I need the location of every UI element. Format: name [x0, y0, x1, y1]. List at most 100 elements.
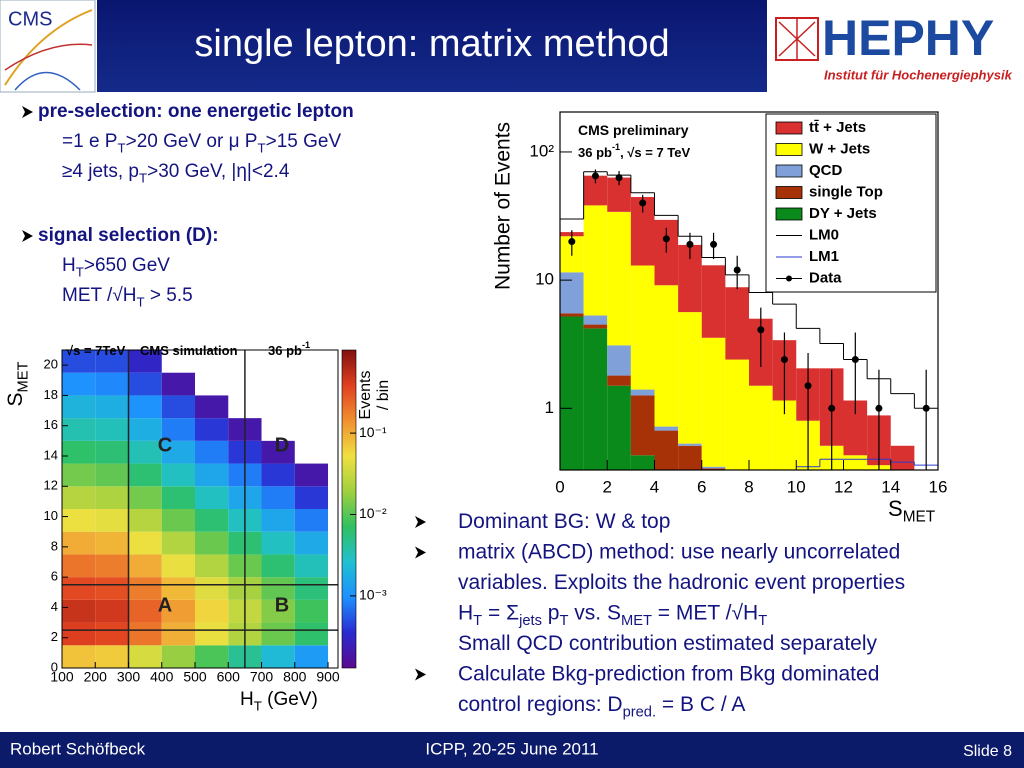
logo-arc — [4, 9, 93, 86]
text-part: variables. Exploits the hadronic event p… — [458, 571, 905, 594]
heat-cell — [128, 418, 162, 441]
hist-segment — [654, 426, 679, 431]
hist-segment — [583, 324, 608, 329]
text-part: T — [559, 613, 568, 629]
heat-cell — [95, 418, 129, 441]
bullet-line: Calculate Bkg-prediction from Bkg domina… — [458, 662, 879, 685]
legend-label: W + Jets — [809, 140, 870, 157]
heat-cell — [95, 577, 129, 600]
hist-segment — [630, 265, 655, 390]
hist-segment — [583, 205, 608, 316]
bullet-arrow — [415, 668, 426, 681]
heat-cell — [195, 509, 229, 532]
text-part: H — [458, 601, 473, 624]
text-part: , √s = 7 TeV — [620, 145, 690, 160]
hist-segment — [630, 395, 655, 456]
heat-cell — [195, 463, 229, 487]
y-tick-label: 10 — [535, 270, 554, 289]
heat-cell — [62, 440, 96, 464]
logo-text: CMS — [8, 8, 52, 30]
legend-swatch — [775, 121, 803, 135]
y-tick-label: 18 — [44, 387, 58, 402]
hist-segment — [701, 337, 726, 467]
data-point — [639, 199, 647, 207]
heat-cell — [261, 531, 295, 555]
heat-cell — [95, 531, 129, 555]
heat-cell — [62, 509, 96, 532]
y-tick-label: 6 — [51, 569, 58, 584]
x-tick-label: 6 — [697, 477, 706, 496]
data-point — [757, 326, 765, 334]
title-bar — [97, 0, 767, 92]
bullet-line: HT = Σjets pT vs. SMET = MET /√HT — [458, 601, 767, 629]
bullet-line: MET /√HT > 5.5 — [62, 285, 193, 309]
text-part: Calculate Bkg-prediction from Bkg domina… — [458, 662, 879, 685]
hist-segment — [630, 197, 655, 266]
heat-cell — [161, 440, 196, 464]
y-tick-label: 4 — [51, 599, 58, 614]
heat-cell — [261, 645, 295, 668]
x-tick-label: 400 — [150, 669, 174, 685]
region-label: A — [158, 594, 172, 616]
text-part: T — [136, 294, 144, 309]
text-part: > 5.5 — [145, 285, 193, 306]
heat-cell — [261, 599, 295, 623]
heat-cell — [161, 599, 196, 623]
y-tick-label: 14 — [44, 447, 58, 462]
text-part: >15 GeV — [266, 131, 342, 152]
heat-cell — [62, 395, 96, 419]
hephy-icon — [775, 17, 819, 61]
x-tick-label: 8 — [744, 477, 753, 496]
text-part: ≥4 jets, p — [62, 161, 139, 182]
bullet-line: Dominant BG: W & top — [458, 510, 670, 533]
heat-cell — [62, 486, 96, 509]
y-tick-label: 10² — [529, 141, 554, 160]
legend-label: LM1 — [809, 248, 839, 265]
logo-arc — [14, 71, 81, 91]
heat-cell — [261, 622, 295, 646]
x-tick-label: 500 — [183, 669, 207, 685]
text-part: 36 pb — [268, 343, 302, 358]
text-part: = Σ — [482, 601, 519, 624]
heat-cell — [195, 418, 229, 441]
heat-cell — [195, 599, 229, 623]
heat-cell — [195, 395, 229, 419]
heat-cell — [261, 440, 295, 464]
y-tick-label: 2 — [51, 629, 58, 644]
colorbar-tick-label: 10⁻³ — [359, 587, 387, 603]
hist-segment — [890, 445, 915, 470]
hist-segment — [654, 285, 679, 427]
hist-segment — [678, 443, 702, 446]
heat-cell — [161, 463, 196, 487]
data-point — [591, 172, 599, 180]
annotation: CMS preliminary — [578, 122, 689, 138]
heat-cell — [195, 645, 229, 668]
hist-segment — [607, 385, 631, 470]
bullet-line: =1 e PT>20 GeV or μ PT>15 GeV — [62, 131, 341, 155]
text-part: T — [257, 140, 265, 155]
data-point — [922, 404, 930, 412]
text-part: pred. — [623, 704, 656, 720]
text-part: vs. S — [568, 601, 621, 624]
legend-swatch — [775, 164, 803, 178]
legend-swatch — [775, 186, 803, 199]
logo-subtext: Institut für Hochenergiephysik — [824, 67, 1013, 82]
x-tick-label: 16 — [929, 477, 948, 496]
text-part: CMS preliminary — [578, 122, 689, 138]
x-tick-label: 10 — [787, 477, 806, 496]
heat-cell — [62, 645, 96, 668]
data-point — [851, 356, 859, 364]
heat-cell — [161, 577, 196, 600]
text-part: matrix (ABCD) method: use nearly uncorre… — [458, 540, 900, 563]
data-point — [568, 238, 576, 246]
footer-author: Robert Schöfbeck — [10, 739, 146, 758]
bullet-line: Small QCD contribution estimated separat… — [458, 632, 878, 655]
footer-event: ICPP, 20-25 June 2011 — [425, 739, 598, 758]
heat-cell — [95, 509, 129, 532]
heat-cell — [294, 531, 329, 555]
text-part: H — [240, 689, 254, 710]
x-axis-label: HT (GeV) — [240, 689, 318, 713]
heat-cell — [294, 577, 329, 600]
colorbar — [341, 349, 357, 669]
x-tick-label: 0 — [555, 477, 564, 496]
